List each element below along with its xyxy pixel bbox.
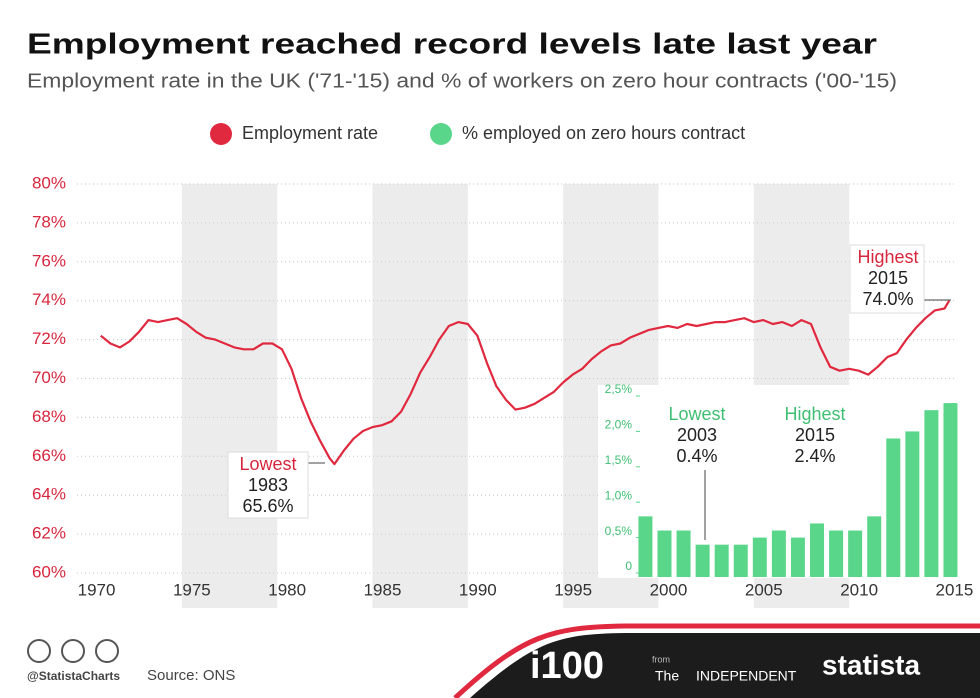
bar — [924, 410, 939, 577]
footer-statista: statista — [822, 649, 920, 680]
y-tick-label: 60% — [32, 562, 66, 581]
annotation-text: 1983 — [248, 475, 288, 495]
y-tick-label: 74% — [32, 290, 66, 309]
y-tick-label: 78% — [32, 212, 66, 231]
annotation-text: Lowest — [239, 454, 296, 474]
y-tick-label: 80% — [32, 173, 66, 192]
footer-band — [470, 633, 980, 698]
x-tick-label: 1975 — [173, 580, 211, 599]
bar — [848, 530, 863, 577]
footer-independent: INDEPENDENT — [696, 668, 797, 684]
bar — [943, 403, 958, 577]
legend-marker — [430, 123, 452, 145]
bar — [733, 544, 748, 577]
x-tick-label: 2005 — [745, 580, 783, 599]
inset-y-tick-label: 2,0% — [605, 418, 633, 432]
footer-brand: i100 — [530, 645, 604, 687]
annotation-text: 65.6% — [242, 496, 293, 516]
chart-subtitle: Employment rate in the UK ('71-'15) and … — [27, 70, 897, 92]
bar — [790, 537, 805, 577]
bar — [905, 431, 920, 577]
x-tick-label: 2010 — [840, 580, 878, 599]
annotation-text: 2.4% — [794, 446, 835, 466]
y-tick-label: 62% — [32, 524, 66, 543]
annotation-box — [849, 244, 925, 314]
y-tick-label: 66% — [32, 446, 66, 465]
x-tick-label: 1980 — [268, 580, 306, 599]
bar — [695, 544, 710, 577]
inset-y-tick-label: 2,5% — [605, 382, 633, 396]
period-band — [372, 184, 468, 608]
x-tick-label: 2000 — [650, 580, 688, 599]
footer-accent — [453, 623, 980, 698]
footer-source: Source: ONS — [147, 667, 235, 684]
legend-label: Employment rate — [242, 123, 378, 143]
inset-y-tick-label: 0 — [625, 559, 632, 573]
legend-label: % employed on zero hours contract — [462, 123, 745, 143]
bar — [867, 516, 882, 577]
x-tick-label: 2015 — [936, 580, 974, 599]
annotation-text: Highest — [784, 404, 845, 424]
bar — [638, 516, 653, 577]
y-tick-label: 64% — [32, 485, 66, 504]
bar — [752, 537, 767, 577]
chart-title: Employment reached record levels late la… — [27, 29, 877, 61]
bar — [829, 530, 844, 577]
bar — [886, 438, 901, 577]
x-tick-label: 1970 — [78, 580, 116, 599]
annotation-text: 0.4% — [676, 446, 717, 466]
y-tick-label: 70% — [32, 368, 66, 387]
license-icons — [27, 639, 119, 663]
y-tick-label: 68% — [32, 407, 66, 426]
annotation-text: 2003 — [677, 425, 717, 445]
x-tick-label: 1985 — [364, 580, 402, 599]
x-tick-label: 1990 — [459, 580, 497, 599]
x-tick-label: 1995 — [554, 580, 592, 599]
annotation-text: 74.0% — [862, 289, 913, 309]
annotation-text: Lowest — [668, 404, 725, 424]
inset-y-tick-label: 1,5% — [605, 453, 633, 467]
annotation-text: Highest — [857, 247, 918, 267]
y-tick-label: 72% — [32, 329, 66, 348]
inset-y-tick-label: 0,5% — [605, 524, 633, 538]
bar — [676, 530, 691, 577]
y-tick-label: 76% — [32, 251, 66, 270]
bar — [771, 530, 786, 577]
line-series — [100, 300, 951, 466]
bar — [810, 523, 825, 577]
bar — [657, 530, 672, 577]
footer-the: The — [655, 668, 679, 684]
annotation-text: 2015 — [795, 425, 835, 445]
annotation-box — [227, 451, 309, 519]
annotation-text: 2015 — [868, 268, 908, 288]
footer-handle: @StatistaCharts — [27, 669, 120, 683]
legend-marker — [210, 123, 232, 145]
footer-from: from — [652, 654, 670, 664]
bar — [714, 544, 729, 577]
inset-y-tick-label: 1,0% — [605, 488, 633, 502]
period-band — [181, 184, 278, 608]
